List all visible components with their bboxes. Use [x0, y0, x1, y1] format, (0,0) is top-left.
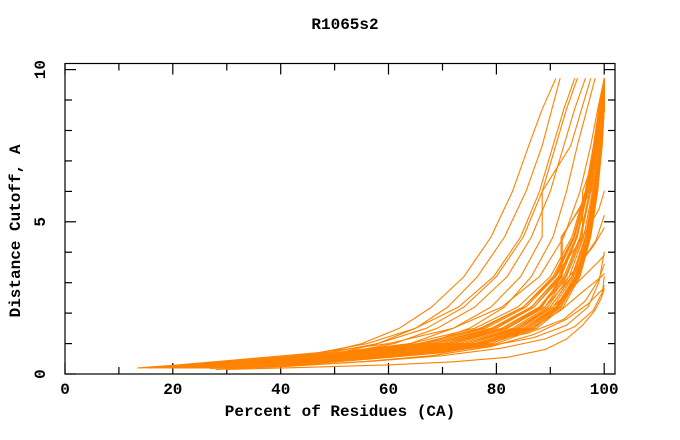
x-tick-label: 80	[487, 381, 506, 399]
y-tick-label: 5	[32, 217, 50, 227]
curve	[210, 276, 605, 370]
curve	[231, 78, 605, 369]
curve	[199, 78, 605, 369]
x-tick-label: 100	[590, 381, 619, 399]
axes	[64, 62, 616, 375]
curve	[145, 78, 605, 369]
y-tick-label: 0	[32, 369, 50, 379]
curve	[199, 78, 605, 369]
curve-group	[137, 78, 605, 370]
x-tick-label: 60	[379, 381, 398, 399]
curve	[177, 78, 605, 369]
curve	[204, 78, 592, 369]
curve	[199, 251, 605, 369]
curve	[215, 78, 605, 369]
chart-title: R1065s2	[311, 16, 378, 34]
curve	[139, 78, 605, 369]
curve	[172, 78, 576, 369]
plot-frame	[64, 62, 616, 375]
x-axis-label: Percent of Residues (CA)	[225, 403, 455, 421]
curve	[204, 272, 605, 369]
curve	[226, 78, 605, 369]
curve	[226, 288, 605, 370]
curve	[161, 190, 605, 369]
curve	[177, 215, 605, 369]
curve	[137, 78, 605, 369]
curve	[204, 78, 561, 369]
tick-labels: 0 20 40 60 80 100 0 5 10	[32, 60, 619, 399]
x-tick-label: 20	[163, 381, 182, 399]
curve	[210, 78, 605, 369]
y-axis-label: Distance Cutoff, A	[7, 144, 25, 317]
x-tick-label: 40	[271, 381, 290, 399]
curve	[193, 263, 605, 369]
curve	[220, 78, 605, 369]
y-tick-label: 10	[32, 60, 50, 79]
x-tick-label: 0	[60, 381, 70, 399]
